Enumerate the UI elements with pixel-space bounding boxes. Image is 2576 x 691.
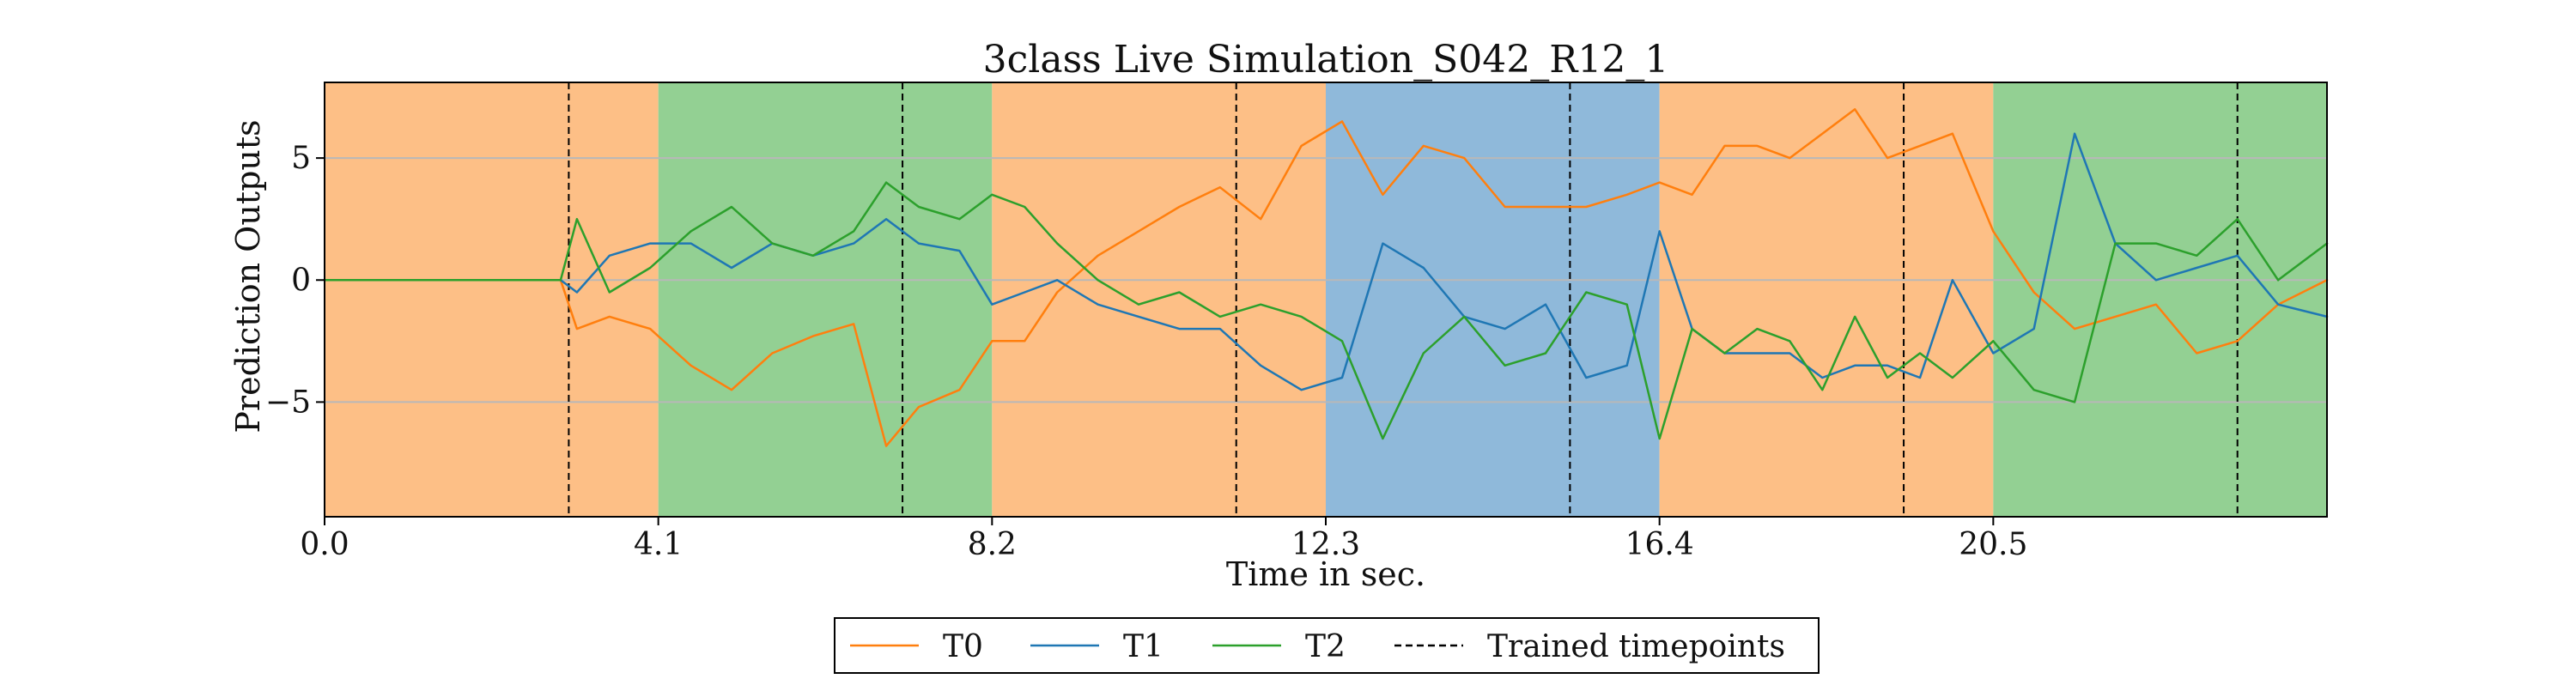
y-tick-label-1: 5 bbox=[291, 141, 311, 176]
x-tick-label-5: 16.4 bbox=[1625, 527, 1694, 562]
x-tick-label-2: 4.1 bbox=[634, 527, 683, 562]
y-axis-label: Prediction Outputs bbox=[229, 119, 267, 433]
x-tick-label-1: 0.0 bbox=[300, 527, 349, 562]
x-tick-label-6: 20.5 bbox=[1959, 527, 2027, 562]
class-region-t2-2 bbox=[658, 82, 993, 517]
y-tick-label-2: 0 bbox=[291, 263, 311, 298]
class-region-t0-1 bbox=[325, 82, 659, 517]
x-tick-label-4: 12.3 bbox=[1291, 527, 1360, 562]
legend-label-4: Trained timepoints bbox=[1487, 629, 1785, 664]
class-region-t0-5 bbox=[1659, 82, 1994, 517]
plot-area: 0.0 4.1 8.2 12.3 16.4 20.5 5 0 −5 bbox=[265, 82, 2329, 562]
legend-box bbox=[834, 617, 1820, 674]
y-tick-label-3: −5 bbox=[265, 385, 311, 420]
series-line-t2 bbox=[323, 181, 2329, 440]
x-tick-label-3: 8.2 bbox=[968, 527, 1017, 562]
legend-label-3: T2 bbox=[1305, 629, 1346, 664]
legend-label-1: T0 bbox=[943, 629, 983, 664]
x-axis-label: Time in sec. bbox=[1226, 555, 1425, 593]
class-region-t2-6 bbox=[1993, 82, 2327, 517]
series-line-t0 bbox=[323, 108, 2329, 447]
class-region-t1-4 bbox=[1326, 82, 1660, 517]
class-region-t0-3 bbox=[992, 82, 1326, 517]
legend: T0 T1 T2 Trained timepoints bbox=[834, 617, 1820, 674]
legend-label-2: T1 bbox=[1123, 629, 1163, 664]
series-line-t1 bbox=[323, 132, 2329, 391]
chart-title: 3class Live Simulation_S042_R12_1 bbox=[983, 38, 1669, 82]
